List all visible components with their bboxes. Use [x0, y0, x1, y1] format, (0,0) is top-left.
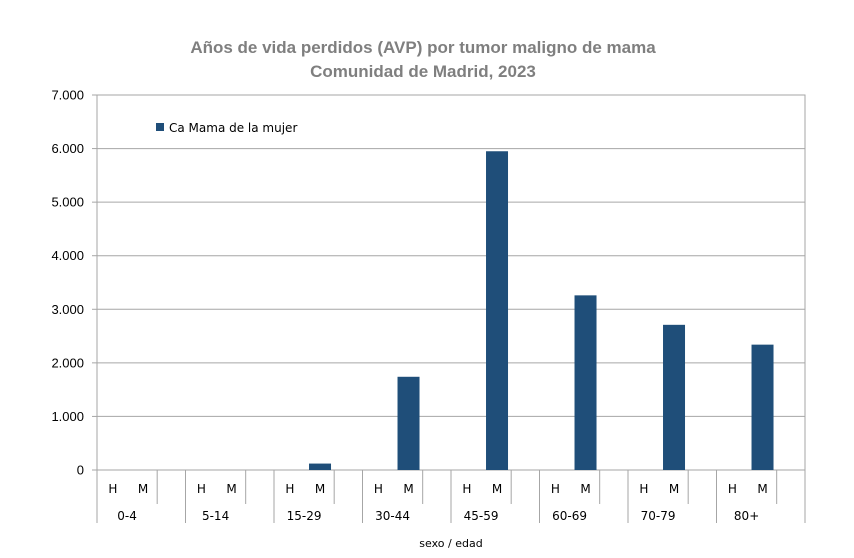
bar-m — [751, 344, 774, 470]
x-axis-title: sexo / edad — [419, 537, 482, 550]
x-category-label: 30-44 — [375, 509, 410, 523]
x-sex-label-h: H — [285, 482, 294, 496]
x-sex-label-h: H — [108, 482, 117, 496]
x-sex-label-h: H — [197, 482, 206, 496]
x-category-label: 45-59 — [464, 509, 499, 523]
bar-m — [574, 295, 597, 470]
x-sex-label-h: H — [639, 482, 648, 496]
x-category-label: 60-69 — [552, 509, 587, 523]
x-sex-label-m: M — [757, 482, 767, 496]
bar-m — [309, 463, 332, 470]
y-tick-label: 2.000 — [51, 355, 84, 370]
x-sex-label-m: M — [138, 482, 148, 496]
legend-label: Ca Mama de la mujer — [169, 121, 297, 135]
plot-frame — [96, 94, 806, 471]
x-sex-label-m: M — [669, 482, 679, 496]
y-tick-label: 1.000 — [51, 409, 84, 424]
x-sex-label-h: H — [551, 482, 560, 496]
y-tick-label: 6.000 — [51, 141, 84, 156]
y-tick-label: 4.000 — [51, 248, 84, 263]
bar-m — [397, 376, 420, 470]
x-category-label: 0-4 — [117, 509, 137, 523]
x-sex-label-m: M — [226, 482, 236, 496]
y-tick-label: 3.000 — [51, 302, 84, 317]
x-sex-label-h: H — [374, 482, 383, 496]
x-category-label: 15-29 — [287, 509, 322, 523]
y-tick-label: 0 — [77, 463, 84, 478]
x-sex-label-m: M — [492, 482, 502, 496]
x-sex-label-h: H — [728, 482, 737, 496]
x-sex-label-h: H — [462, 482, 471, 496]
x-sex-label-m: M — [403, 482, 413, 496]
x-sex-label-m: M — [580, 482, 590, 496]
y-tick-label: 5.000 — [51, 195, 84, 210]
y-tick-label: 7.000 — [51, 88, 84, 103]
chart-title-line2: Comunidad de Madrid, 2023 — [310, 62, 536, 81]
x-category-label: 70-79 — [641, 509, 676, 523]
legend-swatch — [156, 123, 164, 131]
bar-m — [486, 151, 509, 470]
chart-title-line1: Años de vida perdidos (AVP) por tumor ma… — [190, 38, 656, 57]
x-category-label: 5-14 — [202, 509, 229, 523]
x-sex-label-m: M — [315, 482, 325, 496]
bar-m — [663, 324, 686, 470]
x-category-label: 80+ — [734, 509, 759, 523]
